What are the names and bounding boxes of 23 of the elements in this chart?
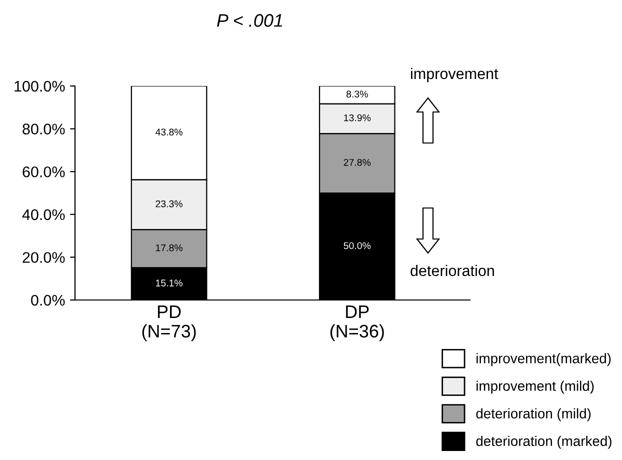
legend-label: improvement(marked) <box>476 353 611 366</box>
data-label: 17.8% <box>156 244 182 252</box>
x-tick-label: PD (N=73) <box>142 306 196 342</box>
legend-label: deterioration (mild) <box>476 408 591 422</box>
data-label: 15.1% <box>156 280 182 286</box>
data-label: 13.9% <box>344 114 371 122</box>
y-tick-label: 20.0% <box>22 252 65 263</box>
data-label: 43.8% <box>155 128 182 136</box>
chart-title: P < .001 <box>217 14 282 27</box>
data-label: 8.3% <box>346 90 368 98</box>
data-label: 23.3% <box>156 200 182 208</box>
y-tick-label: 100.0% <box>14 80 65 92</box>
annotation: deterioration <box>410 264 494 276</box>
x-tick-label: DP (N=36) <box>330 306 384 342</box>
legend-label: deterioration (marked) <box>476 436 612 449</box>
data-label: 27.8% <box>344 158 371 166</box>
y-tick-label: 80.0% <box>22 124 65 134</box>
data-label: 50.0% <box>344 242 371 250</box>
text: improvement <box>411 68 498 82</box>
y-tick-label: 60.0% <box>22 166 65 178</box>
y-tick-label: 40.0% <box>22 209 65 220</box>
legend-label: improvement (mild) <box>476 380 594 394</box>
y-tick-label: 0.0% <box>31 294 65 306</box>
